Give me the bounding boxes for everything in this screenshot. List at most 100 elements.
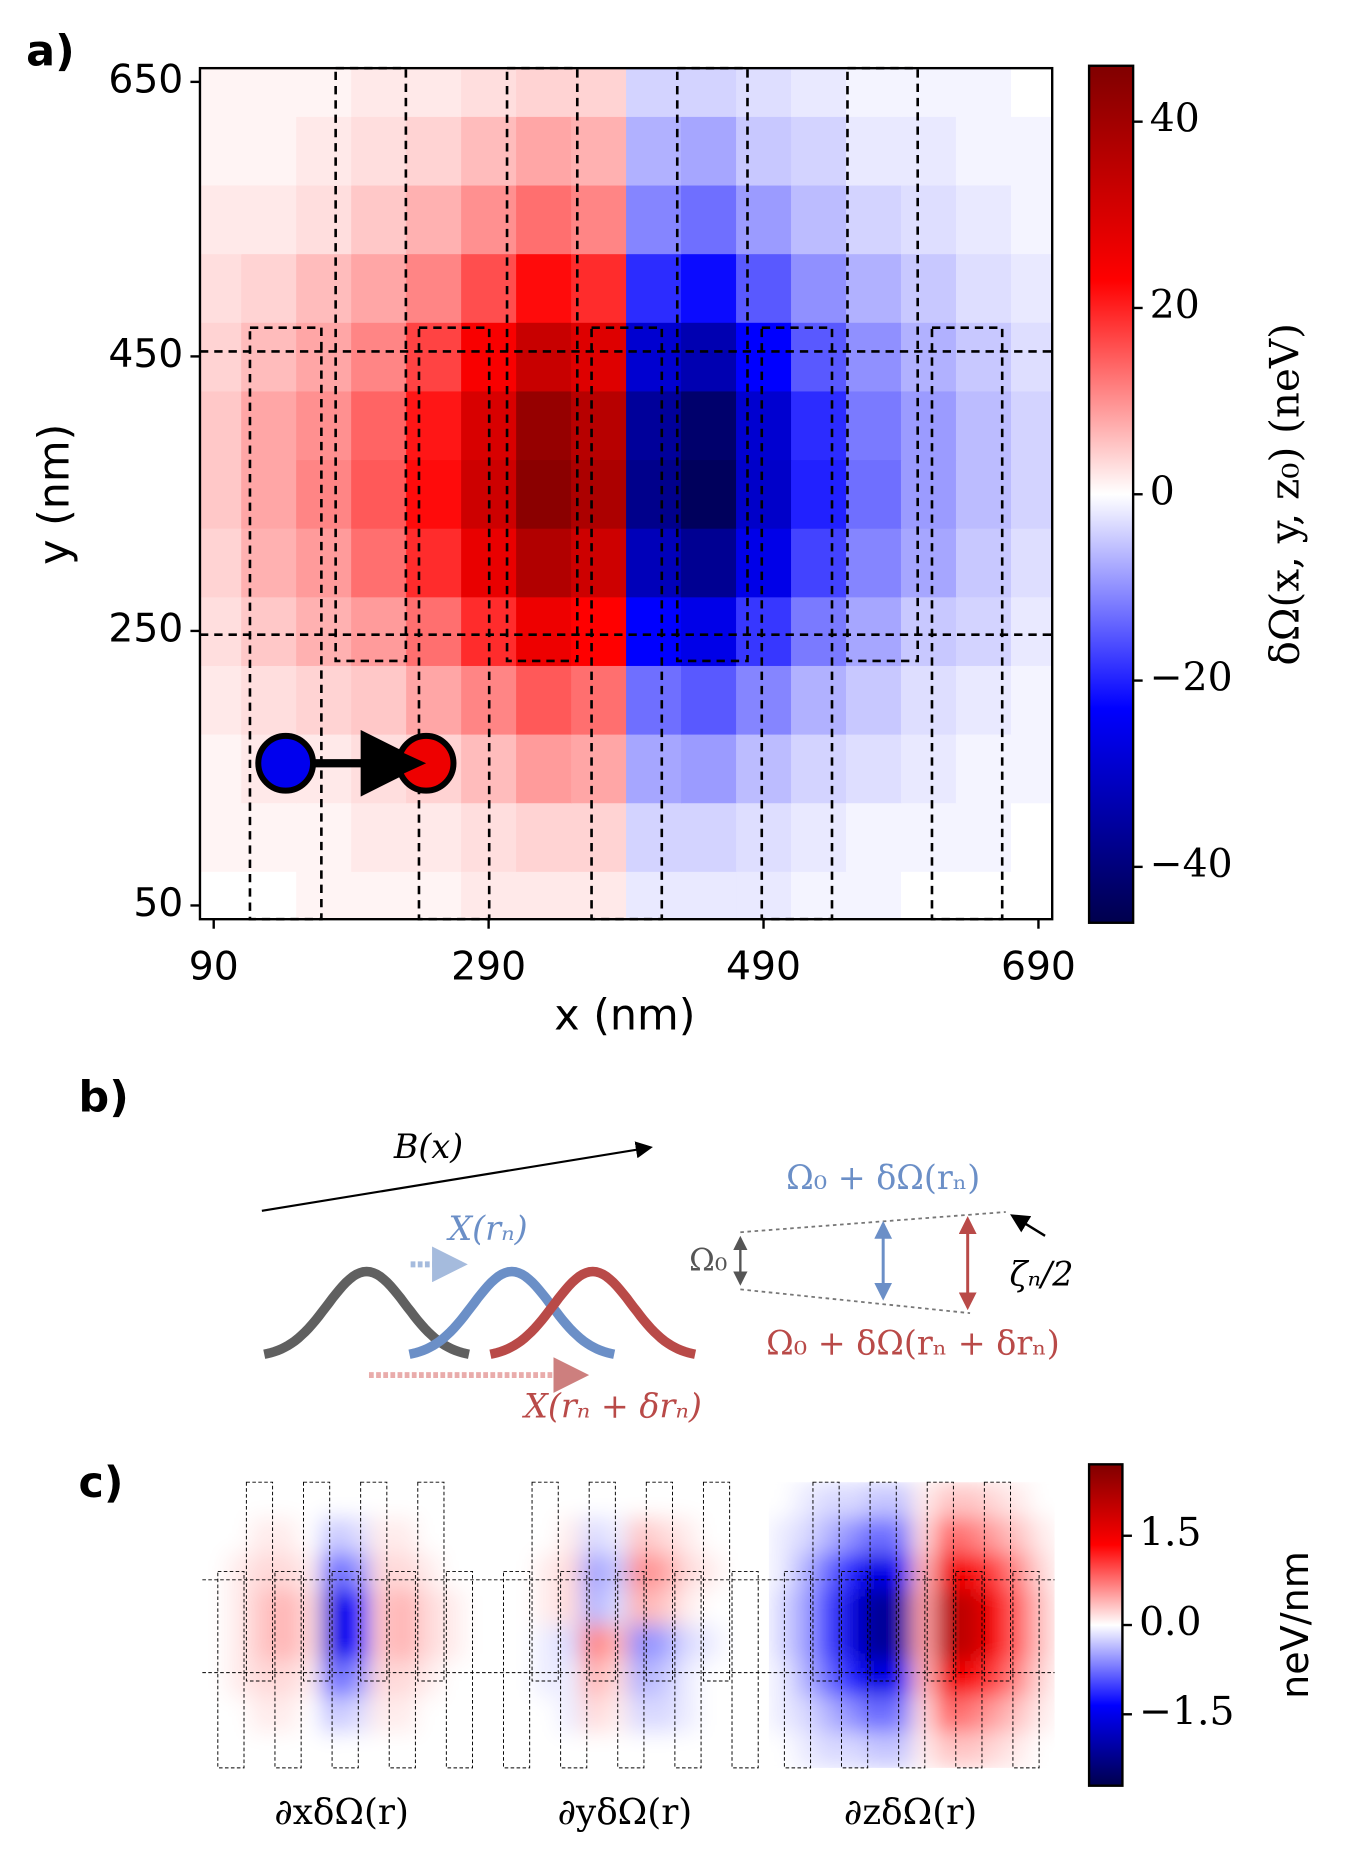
heatmap-cell	[983, 1482, 1008, 1519]
heatmap-cell	[768, 1732, 794, 1768]
heatmap-cell	[887, 1589, 913, 1626]
gate-outline	[417, 1481, 445, 1682]
heatmap-cell	[675, 1625, 700, 1662]
heatmap-cell	[571, 596, 627, 666]
heatmap-cell	[698, 1732, 723, 1768]
heatmap-cell	[791, 253, 847, 323]
heatmap-cell	[321, 1482, 346, 1519]
heatmap-cell	[368, 1660, 394, 1698]
heatmap-cell	[864, 1732, 889, 1768]
heatmap-cell	[768, 1625, 794, 1662]
heatmap-cell	[955, 184, 1012, 255]
heatmap-cell	[199, 253, 242, 323]
heatmap-cell	[887, 1517, 913, 1555]
heatmap-cell	[571, 459, 627, 529]
heatmap-cell	[626, 665, 682, 735]
gate-outline	[983, 1481, 1012, 1682]
heatmap-cell	[488, 1517, 513, 1555]
heatmap-clip	[202, 1482, 489, 1768]
heatmap-cell	[864, 1482, 889, 1519]
heatmap-cell	[1010, 871, 1053, 920]
heatmap-cell	[249, 1625, 275, 1662]
heatmap-cell	[199, 527, 242, 598]
heatmap-cell	[626, 322, 682, 392]
heatmap-cell	[461, 253, 517, 323]
heatmap-cell	[864, 1553, 889, 1591]
heatmap-cell	[900, 665, 957, 735]
heatmap-cell	[840, 1517, 865, 1555]
heatmap-cell	[516, 665, 572, 735]
heatmap-cell	[846, 665, 902, 735]
heatmap-cell	[935, 1732, 961, 1768]
heatmap-cell	[202, 1696, 227, 1733]
heatmap-cell	[959, 1589, 984, 1626]
heatmap-cell	[440, 1732, 465, 1768]
heatmap-cell	[722, 1696, 747, 1733]
heatmap-cell	[1010, 116, 1053, 186]
heatmap-cell	[983, 1517, 1008, 1555]
heatmap-cell	[1006, 1696, 1032, 1733]
heatmap-cell	[681, 68, 737, 117]
heatmap-cell	[628, 1732, 653, 1768]
heatmap-cell	[736, 116, 792, 186]
heatmap-cell	[911, 1482, 937, 1519]
heatmap-cell	[1030, 1732, 1055, 1768]
heatmap-cell	[406, 253, 462, 323]
heatmap-cell	[511, 1696, 536, 1733]
gate-outline	[245, 1481, 274, 1682]
panel-label: a)	[26, 26, 74, 76]
heatmap-cell	[321, 1517, 346, 1555]
heatmap-cell	[736, 184, 792, 255]
heatmap-cell	[605, 1482, 630, 1519]
heatmap-cell	[511, 1517, 536, 1555]
heatmap-cell	[681, 322, 737, 392]
heatmap-cell	[651, 1696, 676, 1733]
gate-outline	[674, 1570, 702, 1769]
heatmap-cell	[681, 459, 737, 529]
omega-label: Ω₀ + δΩ(rₙ)	[786, 1158, 980, 1197]
heatmap-cell	[351, 527, 407, 598]
heatmap-cell	[605, 1517, 630, 1555]
y-tick-label: 450	[108, 332, 183, 377]
heatmap-cell	[273, 1589, 299, 1626]
heatmap-cell	[558, 1660, 583, 1698]
heatmap-cell	[983, 1660, 1008, 1698]
heatmap-cell	[935, 1660, 961, 1698]
heatmap-cell	[900, 68, 957, 117]
heatmap-cell	[900, 527, 957, 598]
heatmap-cell	[571, 871, 627, 920]
heatmap-cell	[392, 1482, 418, 1519]
heatmap-cell	[199, 68, 242, 117]
heatmap-cell	[736, 665, 792, 735]
heatmap-cell	[534, 1553, 559, 1591]
heatmap-cell	[791, 871, 847, 920]
heatmap-cell	[273, 1517, 299, 1555]
heatmap-cell	[464, 1553, 489, 1591]
heatmap-cell	[416, 1589, 442, 1626]
gate-outline	[217, 1570, 245, 1769]
heatmap-cell	[911, 1589, 937, 1626]
heatmap-cell	[722, 1625, 747, 1662]
heatmap-cell	[321, 1625, 346, 1662]
heatmap-cell	[816, 1517, 842, 1555]
heatmap-cell	[516, 802, 572, 872]
heatmap-cell	[900, 322, 957, 392]
heatmap-cell	[605, 1732, 630, 1768]
heatmap	[488, 1482, 769, 1768]
heatmap-cell	[416, 1553, 442, 1591]
heatmap-cell	[628, 1625, 653, 1662]
diagram	[261, 1141, 1046, 1393]
heatmap-cell	[351, 871, 407, 920]
heatmap-cell	[516, 459, 572, 529]
heatmap-cell	[296, 802, 352, 872]
heatmap-cell	[1006, 1625, 1032, 1662]
heatmap-cell	[202, 1732, 227, 1768]
heatmap-cell	[296, 68, 352, 117]
heatmap-cell	[351, 68, 407, 117]
heatmap-cell	[846, 596, 902, 666]
heatmap-cell	[791, 184, 847, 255]
heatmap-cell	[199, 802, 242, 872]
heatmap-cell	[791, 596, 847, 666]
colorbar-tick-label: −1.5	[1139, 1689, 1234, 1734]
colorbar-tick-label: 1.5	[1139, 1511, 1201, 1556]
